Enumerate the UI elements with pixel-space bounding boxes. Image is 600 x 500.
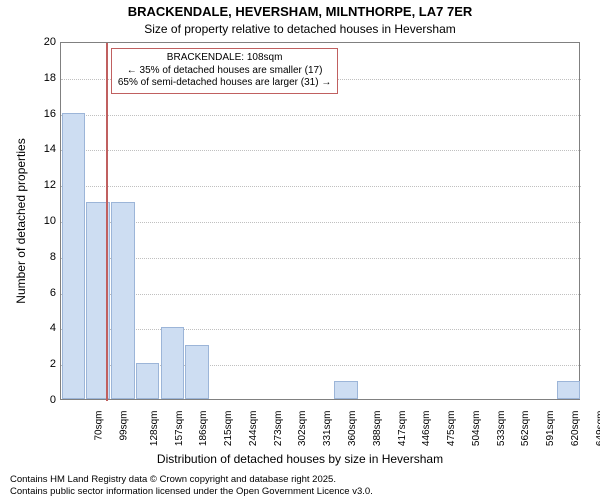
- gridline: [61, 329, 581, 330]
- chart-container: BRACKENDALE, HEVERSHAM, MILNTHORPE, LA7 …: [0, 0, 600, 500]
- bar: [161, 327, 185, 399]
- gridline: [61, 115, 581, 116]
- x-tick-label: 562sqm: [520, 411, 531, 447]
- bar: [185, 345, 209, 399]
- x-tick-label: 70sqm: [94, 411, 105, 441]
- chart-title-sub: Size of property relative to detached ho…: [0, 22, 600, 36]
- bar: [62, 113, 86, 399]
- y-tick-label: 4: [28, 322, 56, 334]
- bar: [334, 381, 358, 399]
- annotation-box: BRACKENDALE: 108sqm← 35% of detached hou…: [111, 48, 338, 94]
- x-tick-label: 591sqm: [545, 411, 556, 447]
- gridline: [61, 294, 581, 295]
- footer-attribution: Contains HM Land Registry data © Crown c…: [10, 474, 373, 498]
- bar: [136, 363, 160, 399]
- annotation-line-1: BRACKENDALE: 108sqm: [118, 52, 331, 65]
- x-tick-label: 273sqm: [273, 411, 284, 447]
- y-tick-label: 16: [28, 108, 56, 120]
- x-tick-label: 302sqm: [298, 411, 309, 447]
- gridline: [61, 186, 581, 187]
- x-tick-label: 533sqm: [496, 411, 507, 447]
- x-tick-label: 215sqm: [223, 411, 234, 447]
- y-tick-label: 10: [28, 215, 56, 227]
- x-tick-label: 417sqm: [397, 411, 408, 447]
- x-tick-label: 504sqm: [471, 411, 482, 447]
- x-tick-label: 388sqm: [372, 411, 383, 447]
- x-tick-label: 157sqm: [174, 411, 185, 447]
- plot-area: [60, 42, 580, 400]
- x-tick-label: 446sqm: [421, 411, 432, 447]
- x-tick-label: 360sqm: [347, 411, 358, 447]
- footer-line-1: Contains HM Land Registry data © Crown c…: [10, 474, 373, 486]
- y-tick-label: 18: [28, 72, 56, 84]
- x-tick-label: 99sqm: [119, 411, 130, 441]
- y-tick-label: 14: [28, 143, 56, 155]
- x-axis-label: Distribution of detached houses by size …: [0, 452, 600, 466]
- gridline: [61, 222, 581, 223]
- y-tick-label: 8: [28, 251, 56, 263]
- x-tick-label: 128sqm: [149, 411, 160, 447]
- y-tick-label: 2: [28, 358, 56, 370]
- x-tick-label: 475sqm: [446, 411, 457, 447]
- chart-title-main: BRACKENDALE, HEVERSHAM, MILNTHORPE, LA7 …: [0, 4, 600, 19]
- y-tick-label: 20: [28, 36, 56, 48]
- x-tick-label: 649sqm: [595, 411, 600, 447]
- reference-line: [106, 43, 108, 401]
- gridline: [61, 150, 581, 151]
- x-tick-label: 244sqm: [248, 411, 259, 447]
- annotation-line-3: 65% of semi-detached houses are larger (…: [118, 77, 331, 90]
- footer-line-2: Contains public sector information licen…: [10, 486, 373, 498]
- bar: [111, 202, 135, 399]
- x-tick-label: 186sqm: [199, 411, 210, 447]
- y-tick-label: 0: [28, 394, 56, 406]
- y-axis-label: Number of detached properties: [14, 42, 28, 400]
- annotation-line-2: ← 35% of detached houses are smaller (17…: [118, 65, 331, 78]
- gridline: [61, 258, 581, 259]
- y-tick-label: 6: [28, 287, 56, 299]
- y-tick-label: 12: [28, 179, 56, 191]
- x-tick-label: 620sqm: [570, 411, 581, 447]
- bar: [557, 381, 581, 399]
- x-tick-label: 331sqm: [322, 411, 333, 447]
